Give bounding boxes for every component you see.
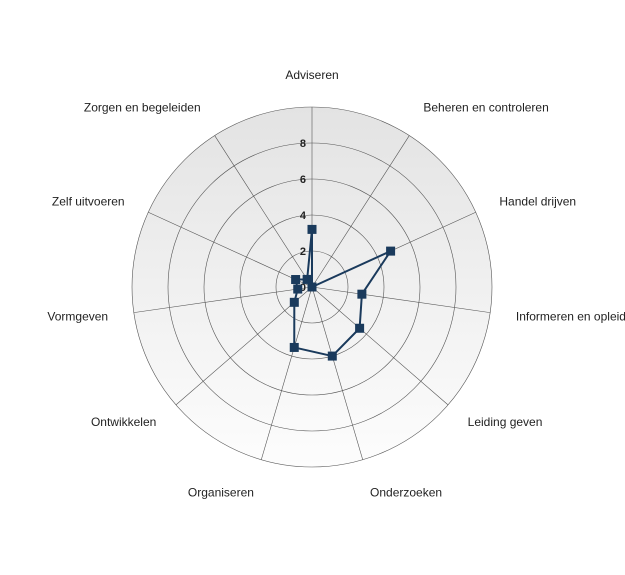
data-marker xyxy=(290,343,298,351)
axis-label: Informeren en opleiden xyxy=(516,309,625,323)
data-marker xyxy=(356,324,364,332)
axis-label: Vormgeven xyxy=(47,309,108,323)
data-marker xyxy=(328,352,336,360)
data-marker xyxy=(308,283,316,291)
data-marker xyxy=(308,225,316,233)
tick-label: 4 xyxy=(300,210,307,222)
tick-label: 6 xyxy=(300,174,306,186)
axis-label: Zelf uitvoeren xyxy=(52,194,125,208)
axis-label: Handel drijven xyxy=(499,194,576,208)
data-marker xyxy=(303,275,311,283)
axis-label: Adviseren xyxy=(285,68,338,82)
axis-label: Onderzoeken xyxy=(370,486,442,500)
radar-svg: 24680AdviserenBeheren en controlerenHand… xyxy=(0,0,625,575)
axis-label: Organiseren xyxy=(188,486,254,500)
data-marker xyxy=(290,298,298,306)
radar-chart: 24680AdviserenBeheren en controlerenHand… xyxy=(0,0,625,575)
data-marker xyxy=(358,290,366,298)
axis-label: Zorgen en begeleiden xyxy=(84,101,201,115)
axis-label: Beheren en controleren xyxy=(423,101,548,115)
tick-label: 8 xyxy=(300,138,306,150)
data-marker xyxy=(292,276,300,284)
axis-label: Leiding geven xyxy=(468,415,543,429)
data-marker xyxy=(387,247,395,255)
tick-label: 2 xyxy=(300,246,306,258)
data-marker xyxy=(294,285,302,293)
axis-label: Ontwikkelen xyxy=(91,415,156,429)
